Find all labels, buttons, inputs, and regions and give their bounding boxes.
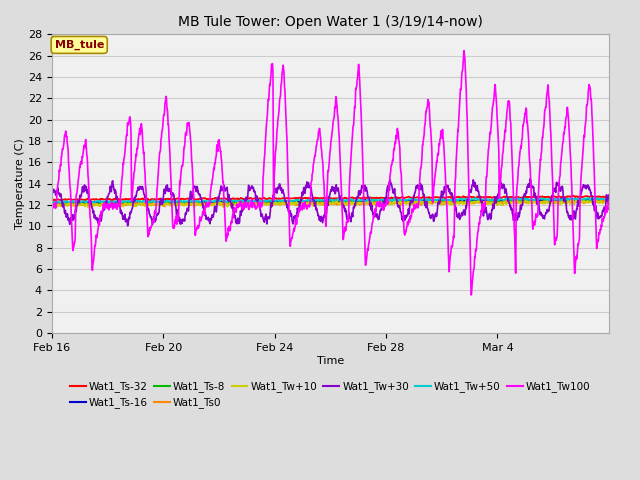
Y-axis label: Temperature (C): Temperature (C) — [15, 138, 25, 229]
X-axis label: Time: Time — [317, 356, 344, 366]
Title: MB Tule Tower: Open Water 1 (3/19/14-now): MB Tule Tower: Open Water 1 (3/19/14-now… — [178, 15, 483, 29]
Text: MB_tule: MB_tule — [54, 40, 104, 50]
Legend: Wat1_Ts-32, Wat1_Ts-16, Wat1_Ts-8, Wat1_Ts0, Wat1_Tw+10, Wat1_Tw+30, Wat1_Tw+50,: Wat1_Ts-32, Wat1_Ts-16, Wat1_Ts-8, Wat1_… — [66, 377, 595, 413]
